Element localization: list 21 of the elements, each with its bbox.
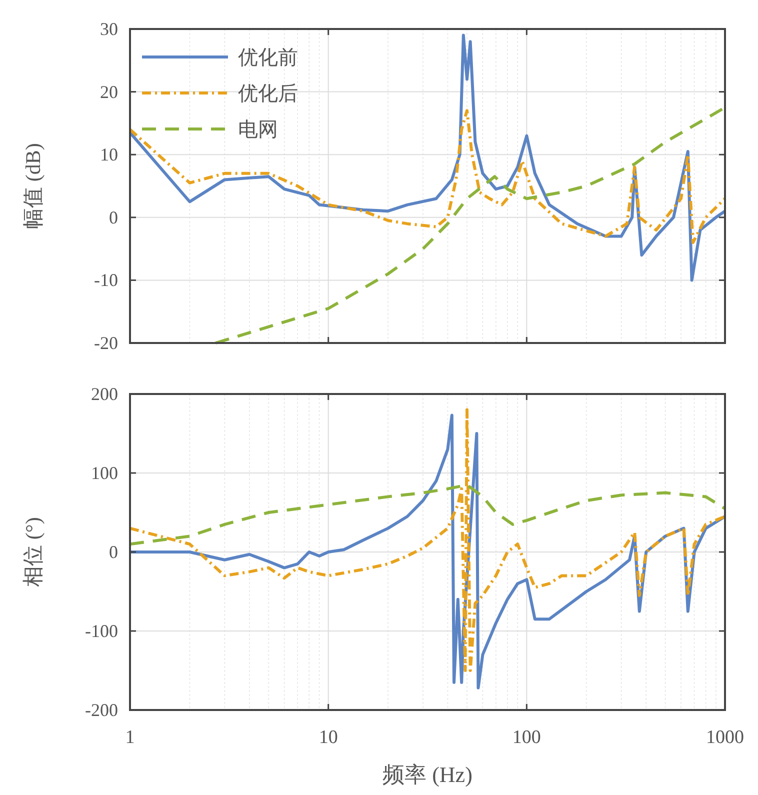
x-tick-label: 10 <box>318 727 338 748</box>
x-tick-label: 100 <box>512 727 541 748</box>
y-tick-label: -10 <box>94 270 118 290</box>
y-tick-label: 20 <box>100 82 118 102</box>
legend-label: 优化后 <box>238 83 298 105</box>
y-axis-title: 幅值 (dB) <box>21 143 45 229</box>
y-tick-label: 200 <box>91 384 118 404</box>
x-axis-title: 频率 (Hz) <box>382 762 472 787</box>
y-tick-label: 100 <box>91 463 118 483</box>
x-tick-label: 1 <box>125 727 135 748</box>
x-tick-label: 1000 <box>706 727 744 748</box>
y-tick-label: 0 <box>109 207 118 228</box>
y-tick-label: 0 <box>109 542 118 562</box>
y-tick-label: 30 <box>100 19 118 39</box>
y-tick-label: 10 <box>100 144 118 165</box>
legend-label: 电网 <box>238 119 278 141</box>
y-axis-title: 相位 (°) <box>21 517 45 587</box>
y-tick-label: -20 <box>94 333 118 353</box>
y-tick-label: -100 <box>85 621 118 641</box>
y-tick-label: -200 <box>85 700 118 720</box>
legend-label: 优化前 <box>238 47 298 69</box>
